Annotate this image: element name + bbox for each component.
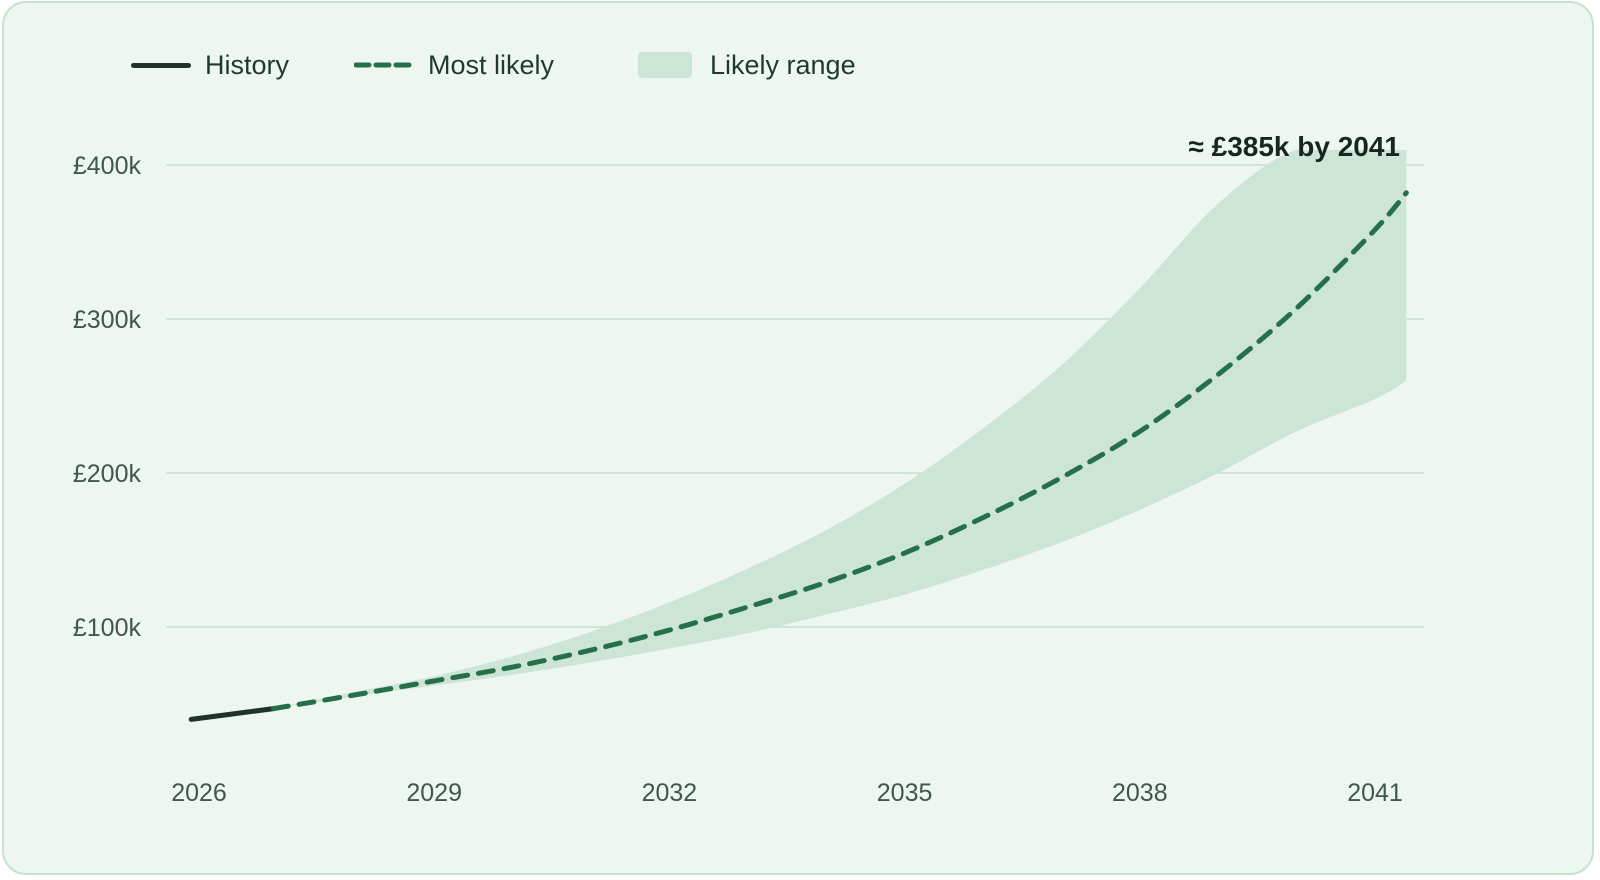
history-line-swatch	[131, 62, 191, 68]
legend-label-likely-range: Likely range	[710, 49, 856, 80]
x-tick-label: 2029	[406, 779, 462, 807]
legend-label-most-likely: Most likely	[428, 49, 555, 80]
y-tick-label: £400k	[73, 152, 142, 180]
y-axis-labels: £100k £200k £300k £400k	[73, 152, 142, 642]
x-tick-label: 2041	[1347, 779, 1403, 807]
most-likely-line	[270, 190, 1409, 712]
legend: History Most likely Likely range	[4, 3, 1592, 133]
history-line	[188, 706, 276, 722]
x-tick-label: 2038	[1112, 779, 1168, 807]
x-tick-label: 2026	[171, 779, 227, 807]
x-tick-label: 2032	[642, 779, 698, 807]
x-tick-label: 2035	[877, 779, 933, 807]
forecast-chart: £100k £200k £300k £400k 2026 2029 2032 2035 203…	[73, 131, 1424, 807]
likely-range-swatch	[638, 52, 692, 78]
series-layer	[188, 190, 1409, 722]
forecast-annotation: ≈ £385k by 2041	[1188, 131, 1400, 162]
legend-label-history: History	[205, 49, 290, 80]
x-axis-labels: 2026 2029 2032 2035 2038 2041	[171, 779, 1403, 807]
range-band-layer	[273, 150, 1407, 709]
y-tick-label: £100k	[73, 614, 142, 642]
y-tick-label: £300k	[73, 306, 142, 334]
y-tick-label: £200k	[73, 460, 142, 488]
legend-item-history: History	[131, 47, 289, 83]
most-likely-dash-swatch	[354, 62, 414, 68]
likely-range-band	[273, 150, 1407, 709]
legend-item-likely-range: Likely range	[638, 47, 856, 83]
legend-item-most-likely: Most likely	[354, 47, 554, 83]
